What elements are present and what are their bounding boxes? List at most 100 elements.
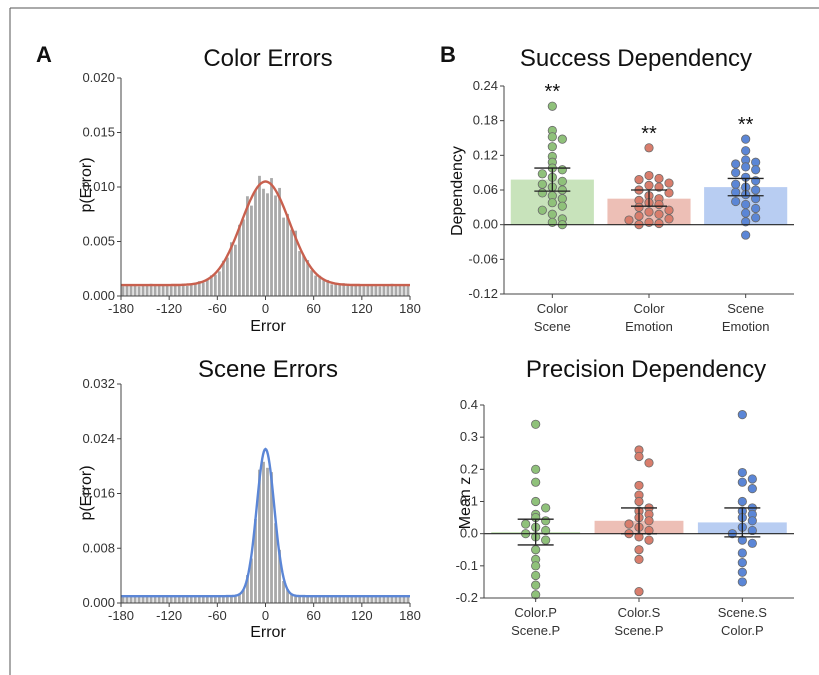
histogram-bar — [205, 596, 209, 603]
data-point — [644, 207, 654, 217]
data-point — [531, 477, 541, 487]
scene-errors-xlabel: Error — [250, 624, 286, 641]
histogram-bar — [137, 596, 141, 603]
histogram-bar — [238, 224, 241, 296]
histogram-bar — [406, 596, 410, 603]
histogram-bar — [366, 284, 370, 296]
y-tick-label: 0.2 — [460, 461, 478, 476]
data-point — [634, 496, 644, 507]
data-point — [644, 525, 654, 536]
data-point — [547, 142, 557, 152]
data-point — [747, 538, 757, 548]
histogram-bar — [270, 178, 273, 296]
data-point — [547, 132, 557, 142]
error-bar — [534, 167, 571, 192]
x-tick-label: 0 — [262, 301, 269, 316]
x-tick-label: -180 — [108, 608, 134, 623]
histogram-bar — [266, 193, 269, 296]
data-point — [654, 209, 664, 219]
data-point — [531, 419, 541, 429]
y-tick-label: -0.1 — [456, 558, 478, 573]
histogram-bar — [334, 283, 338, 296]
histogram-bar — [161, 284, 165, 296]
histogram-bar — [121, 286, 125, 296]
histogram-bar — [242, 590, 245, 603]
histogram-bar — [358, 285, 362, 296]
data-point — [634, 202, 644, 212]
data-point — [747, 484, 757, 494]
x-tick-label: Scene.P — [614, 623, 663, 638]
significance-label: ** — [641, 123, 657, 145]
y-tick-label: 0.000 — [82, 595, 115, 610]
y-tick-label: 0.00 — [473, 217, 498, 232]
histogram-bar — [145, 596, 149, 603]
scene-errors-fit — [121, 447, 410, 598]
data-point — [521, 519, 531, 529]
histogram-bar — [326, 279, 330, 296]
histogram-bar — [382, 284, 386, 296]
data-point — [741, 199, 751, 210]
precision-dependency-axes: Color.P Scene.P Color.S Scene.P Scene.S Color… — [456, 397, 794, 638]
y-tick-label: -0.06 — [468, 251, 498, 266]
data-point — [737, 577, 747, 587]
histogram-bar — [193, 283, 197, 296]
data-point — [634, 586, 644, 597]
histogram-bar — [242, 219, 245, 296]
histogram-bar — [302, 255, 306, 296]
histogram-bar — [181, 595, 185, 603]
data-point — [547, 209, 557, 219]
histogram-bar — [362, 286, 366, 296]
histogram-bar — [209, 275, 213, 296]
histogram-bar — [318, 275, 322, 296]
data-point — [654, 173, 664, 184]
histogram-bar — [153, 596, 157, 603]
y-tick-label: 0.024 — [82, 431, 115, 446]
precision-dependency-ylabel: Mean z — [457, 477, 474, 529]
y-tick-label: 0.18 — [473, 113, 498, 128]
data-point — [547, 101, 557, 111]
y-tick-label: 0.06 — [473, 182, 498, 197]
histogram-bar — [382, 595, 386, 603]
data-point — [537, 179, 547, 189]
data-point — [737, 567, 747, 577]
data-point — [741, 217, 751, 227]
data-point — [557, 185, 567, 195]
histogram-bar — [129, 285, 133, 296]
histogram-bar — [233, 244, 237, 296]
data-point — [634, 175, 644, 185]
histogram-bar — [205, 279, 209, 296]
histogram-bar — [386, 285, 390, 296]
histogram-bar — [157, 596, 161, 603]
histogram-bar — [173, 595, 177, 603]
histogram-bar — [258, 175, 261, 296]
x-tick-label: Emotion — [722, 319, 770, 334]
x-tick-label: Color — [633, 301, 665, 316]
x-tick-label: -60 — [208, 608, 227, 623]
histogram-bar — [322, 280, 326, 296]
color-errors-axes: -180 -120 -60 0 60 120 180 0.000 0.005 0.010 0.015… — [82, 70, 420, 316]
error-bar — [724, 507, 761, 538]
success-dependency-ylabel: Dependency — [449, 146, 466, 236]
histogram-bar — [141, 284, 145, 296]
y-tick-label: 0.4 — [460, 397, 478, 412]
histogram-bar — [225, 257, 229, 296]
data-point — [547, 217, 557, 227]
data-point — [644, 458, 654, 468]
histogram-bar — [270, 472, 273, 603]
data-point — [634, 554, 644, 565]
data-point — [531, 580, 541, 590]
data-point — [634, 451, 644, 462]
histogram-bar — [350, 596, 354, 603]
histogram-bar — [378, 286, 382, 296]
data-point — [737, 558, 747, 568]
data-point — [737, 496, 747, 507]
data-point — [531, 464, 541, 474]
color-errors-fit — [121, 180, 410, 287]
histogram-bar — [169, 286, 173, 296]
histogram-bar — [362, 596, 366, 603]
data-point — [557, 165, 567, 175]
histogram-bar — [354, 284, 358, 296]
data-point — [557, 201, 567, 211]
data-point — [541, 525, 551, 536]
